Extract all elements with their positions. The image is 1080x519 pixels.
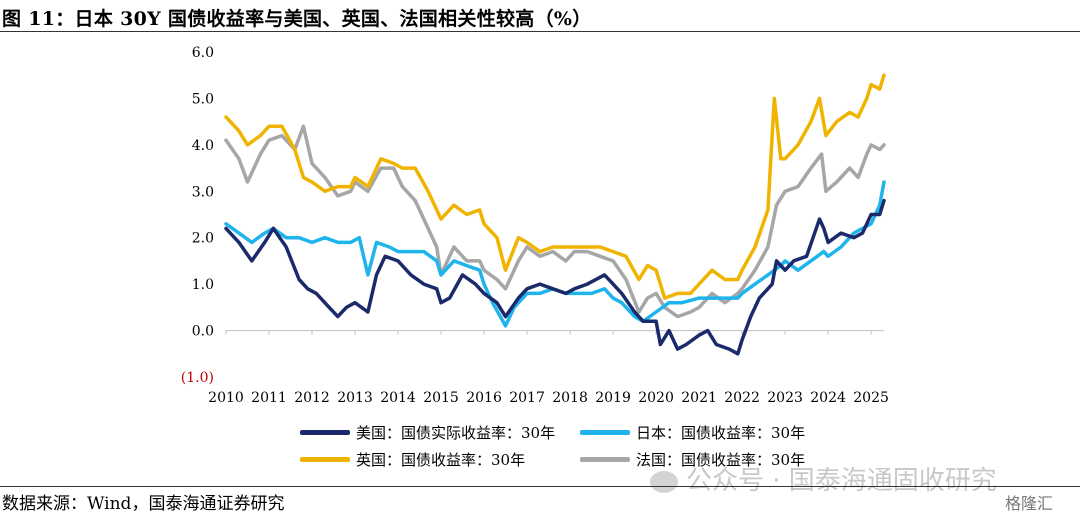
- x-tick-label: 2024: [810, 390, 846, 406]
- y-tick-label: 4.0: [192, 138, 214, 154]
- series-line-uk: [224, 73, 886, 300]
- x-tick-label: 2017: [509, 390, 545, 406]
- legend-item-us: 美国：国债实际收益率：30年: [300, 422, 555, 443]
- x-tick-label: 2019: [595, 390, 631, 406]
- publisher-badge: 格隆汇: [1005, 494, 1054, 513]
- x-tick-label: 2023: [767, 390, 803, 406]
- legend-label-us: 美国：国债实际收益率：30年: [356, 424, 556, 442]
- series-line-fr: [224, 124, 886, 319]
- y-tick-label: 3.0: [192, 184, 214, 200]
- x-tick-label: 2010: [208, 390, 244, 406]
- wechat-icon: [650, 470, 678, 493]
- x-tick-label: 2025: [853, 390, 889, 406]
- watermark: 公众号 · 国泰海通固收研究: [650, 460, 997, 497]
- x-tick-label: 2020: [638, 390, 674, 406]
- x-tick-label: 2011: [251, 390, 287, 406]
- y-tick-label: 1.0: [192, 277, 214, 293]
- legend-item-fr: 法国：国债收益率：30年: [580, 449, 805, 470]
- x-tick-label: 2013: [337, 390, 373, 406]
- series-line-us: [224, 198, 886, 356]
- figure-title: 图 11：日本 30Y 国债收益率与美国、英国、法国相关性较高（%）: [2, 8, 592, 30]
- legend-label-uk: 英国：国债收益率：30年: [356, 451, 526, 469]
- x-axis: 2010 2011 2012 2013 2014 2015 2016 2017 2018 2019…: [208, 330, 889, 406]
- legend-item-jp: 日本：国债收益率：30年: [580, 422, 805, 443]
- y-tick-label: 5.0: [192, 91, 214, 107]
- series-layer: [224, 73, 886, 356]
- watermark-text: 公众号 · 国泰海通固收研究: [686, 466, 997, 496]
- x-tick-label: 2014: [380, 390, 416, 406]
- x-tick-label: 2016: [466, 390, 502, 406]
- source-note: 数据来源：Wind，国泰海通证券研究: [2, 494, 285, 514]
- x-tick-label: 2022: [724, 390, 760, 406]
- legend-swatch-us: [300, 430, 350, 435]
- y-tick-label: 6.0: [192, 45, 214, 61]
- line-chart: (1.0)0.01.02.03.04.05.06.0 2010 2011 2012 2…: [181, 45, 889, 406]
- legend-swatch-jp: [580, 430, 630, 435]
- source-rule: [0, 486, 1080, 487]
- legend-swatch-fr: [580, 457, 630, 462]
- y-tick-label: (1.0): [181, 370, 214, 386]
- y-tick-label: 2.0: [192, 231, 214, 247]
- legend-label-jp: 日本：国债收益率：30年: [636, 424, 806, 442]
- y-axis: (1.0) 0.0 1.0 2.0 3.0 4.0 5.0 6.0: [181, 45, 214, 386]
- legend-label-fr: 法国：国债收益率：30年: [636, 451, 806, 469]
- x-tick-label: 2021: [681, 390, 717, 406]
- x-tick-label: 2015: [423, 390, 459, 406]
- x-tick-label: 2018: [552, 390, 588, 406]
- legend-item-uk: 英国：国债收益率：30年: [300, 449, 525, 470]
- legend-swatch-uk: [300, 457, 350, 462]
- y-tick-label: 0.0: [192, 324, 214, 340]
- title-rule: [0, 31, 1080, 32]
- x-tick-label: 2012: [294, 390, 330, 406]
